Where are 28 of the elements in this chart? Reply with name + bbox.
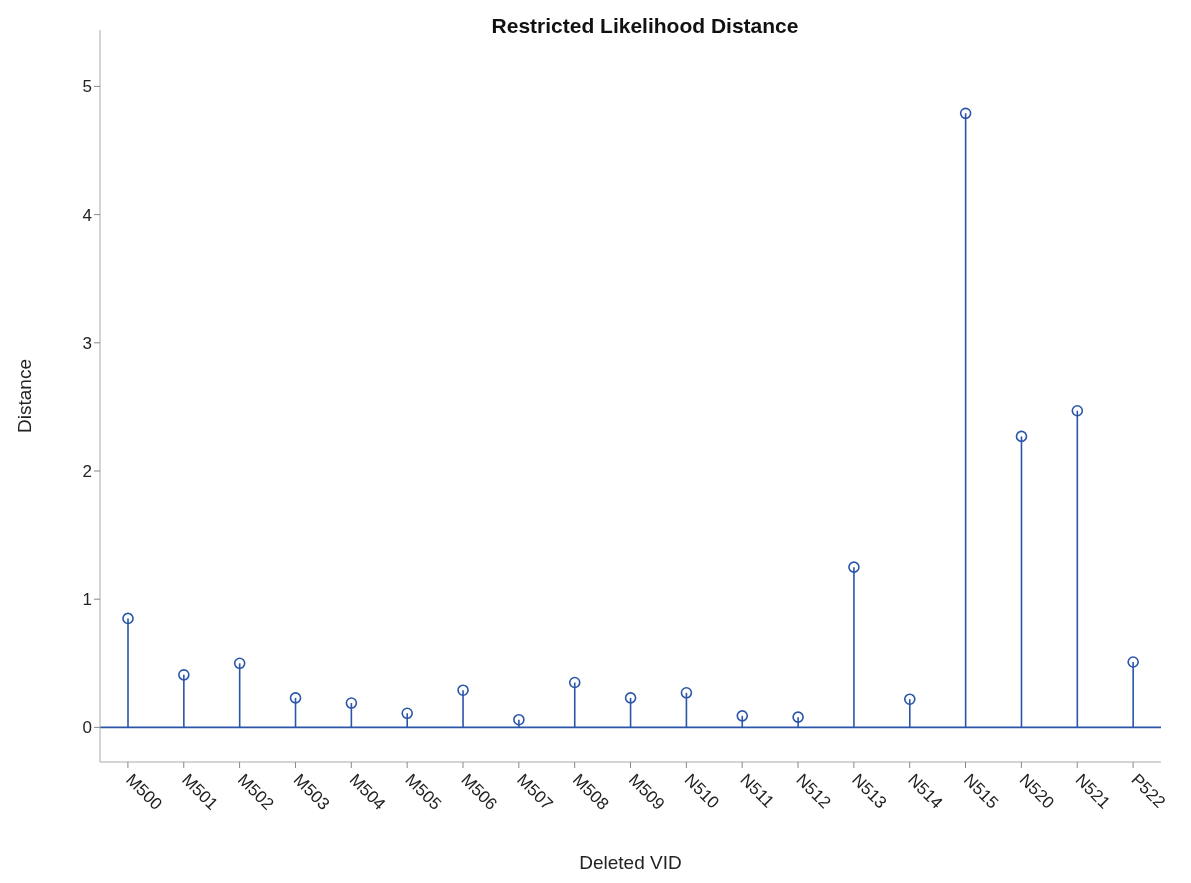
point: [680, 686, 693, 699]
y-tick-label: 1: [82, 590, 92, 610]
point: [1127, 656, 1139, 668]
point: [233, 657, 246, 670]
point: [568, 676, 581, 689]
y-tick-label: 0: [82, 718, 92, 738]
point: [1071, 404, 1084, 417]
point: [624, 692, 637, 704]
point: [513, 713, 525, 726]
y-tick-label: 2: [82, 462, 92, 482]
y-tick-label: 4: [82, 205, 92, 225]
y-tick-label: 3: [82, 333, 92, 353]
point: [289, 692, 302, 704]
y-axis-title: Distance: [13, 359, 35, 433]
point: [959, 107, 972, 120]
point: [736, 710, 749, 722]
point: [1015, 430, 1028, 443]
chart-title: Restricted Likelihood Distance: [490, 14, 800, 38]
point: [345, 697, 358, 709]
x-axis-title: Deleted VID: [579, 852, 682, 873]
point: [848, 561, 860, 573]
y-tick-label: 5: [82, 77, 92, 97]
point: [792, 711, 804, 723]
point: [903, 693, 916, 705]
point: [178, 669, 190, 681]
point: [122, 612, 134, 625]
point: [401, 707, 414, 720]
point: [457, 684, 469, 697]
